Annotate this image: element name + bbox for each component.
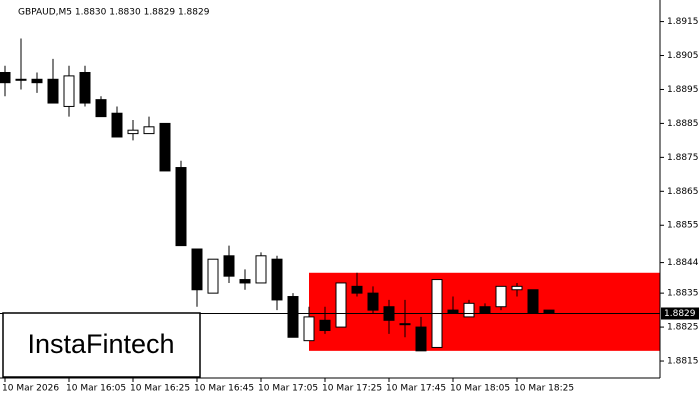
candle-body [15,78,27,81]
watermark: InstaFintech [27,329,174,359]
y-tick-label: 1.8855 [667,221,699,231]
y-tick-label: 1.8815 [667,357,699,367]
candle-body [159,122,171,172]
candle-body [63,75,75,107]
candle-body [239,279,251,284]
candle-body [543,309,555,315]
candle-body [175,167,187,247]
price-label: 1.8829 [664,309,696,319]
candle-body [495,285,507,308]
candle-body [271,258,283,301]
y-tick-label: 1.8905 [667,51,699,61]
candle-body [479,306,491,315]
candle-body [447,309,459,315]
candle-body [31,78,43,84]
candle-body [127,129,139,135]
candle-body [527,289,539,315]
chart-title: GBPAUD,M5 1.8830 1.8830 1.8829 1.8829 [18,8,210,18]
candle-body [47,78,59,104]
x-tick-label: 10 Mar 18:25 [514,384,574,394]
candle-body [463,302,475,318]
candle-body [287,296,299,338]
candle-body [223,255,235,277]
candle-body [0,71,11,84]
y-tick-label: 1.8865 [667,187,699,197]
x-tick-label: 10 Mar 17:25 [322,384,382,394]
x-tick-label: 10 Mar 17:45 [386,384,446,394]
candle-body [79,71,91,104]
price-label-box [661,307,699,320]
x-tick-label: 10 Mar 17:05 [258,384,318,394]
candle-body [303,316,315,342]
y-tick-label: 1.8875 [667,153,699,163]
candle-body [351,285,363,294]
candle-body [335,282,347,328]
x-tick-label: 10 Mar 16:05 [66,384,126,394]
candle-body [255,255,267,284]
candle-body [367,292,379,311]
candle-body [111,112,123,138]
y-tick-label: 1.8825 [667,323,699,333]
y-tick-label: 1.8895 [667,85,699,95]
x-tick-label: 10 Mar 18:05 [450,384,510,394]
candle-body [95,99,107,118]
x-tick-label: 10 Mar 16:45 [194,384,254,394]
candle-body [399,323,411,326]
candle-body [143,126,155,135]
y-tick-label: 1.8844 [667,258,699,268]
candle-body [319,319,331,331]
y-tick-label: 1.8885 [667,119,699,129]
candle-body [191,248,203,291]
y-tick-label: 1.8835 [667,289,699,299]
x-tick-label: 10 Mar 2026 [2,384,59,394]
watermark-box [2,312,201,378]
candle-body [511,285,523,291]
y-tick-label: 1.8915 [667,17,699,27]
candle-body [207,258,219,294]
candle-body [415,326,427,352]
x-tick-label: 10 Mar 16:25 [130,384,190,394]
